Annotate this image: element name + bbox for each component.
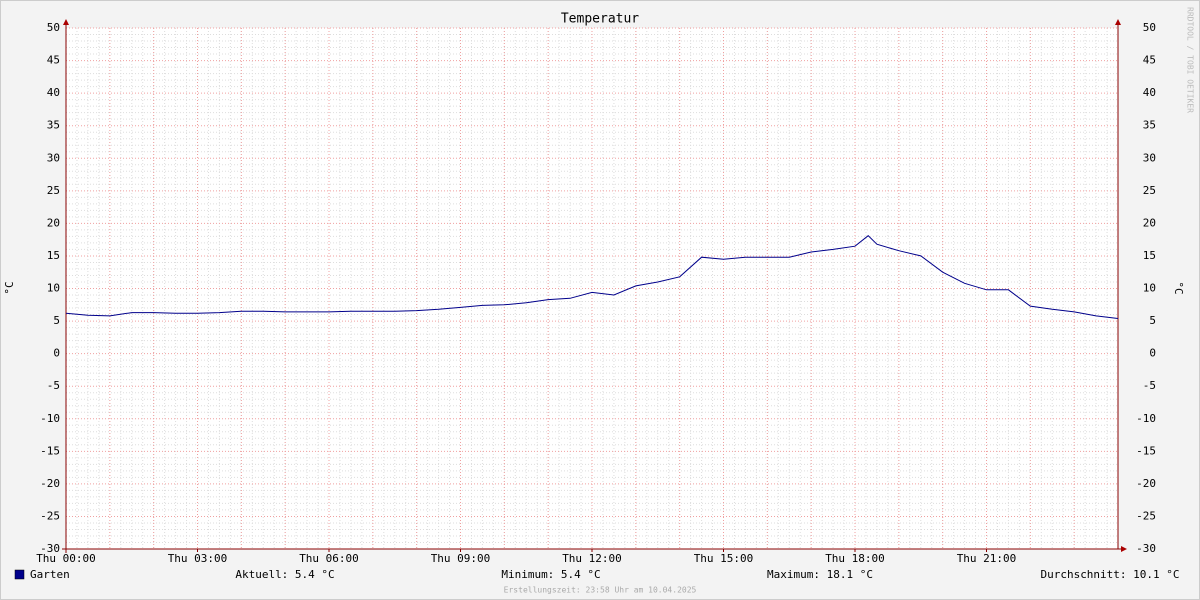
y2-tick-label: -25 [1136, 509, 1156, 522]
y2-tick-label: 20 [1143, 216, 1156, 229]
y2-tick-label: 45 [1143, 54, 1156, 67]
y2-tick-label: -15 [1136, 444, 1156, 457]
y-tick-label: -10 [40, 412, 60, 425]
y2-tick-label: -10 [1136, 412, 1156, 425]
stat-label: Aktuell: 5.4 °C [235, 568, 334, 581]
grid [65, 27, 1119, 550]
y-tick-label: 15 [47, 249, 60, 262]
y-tick-label: 35 [47, 119, 60, 132]
y2-tick-label: -5 [1143, 379, 1156, 392]
y2-tick-label: 35 [1143, 119, 1156, 132]
y2-tick-label: 50 [1143, 21, 1156, 34]
chart-title: Temperatur [561, 12, 639, 27]
stat-label: Durchschnitt: 10.1 °C [1040, 568, 1179, 581]
y2-tick-label: 0 [1149, 347, 1156, 360]
x-tick-label: Thu 00:00 [36, 552, 96, 565]
footnote: Erstellungszeit: 23:58 Uhr am 10.04.2025 [504, 586, 697, 595]
y-tick-label: -15 [40, 444, 60, 457]
y-tick-label: 25 [47, 184, 60, 197]
data-line [65, 235, 1119, 319]
y-tick-label: 30 [47, 151, 60, 164]
y2-axis-label: °C [1172, 281, 1185, 294]
y-tick-label: -20 [40, 477, 60, 490]
y-tick-label: 0 [53, 347, 60, 360]
x-tick-label: Thu 21:00 [957, 552, 1017, 565]
x-tick-label: Thu 03:00 [168, 552, 228, 565]
axis-arrow [63, 19, 69, 25]
y-tick-label: 40 [47, 86, 60, 99]
y2-tick-label: 5 [1149, 314, 1156, 327]
y2-tick-label: -30 [1136, 542, 1156, 555]
x-tick-label: Thu 09:00 [431, 552, 491, 565]
watermark: RRDTOOL / TOBI OETIKER [1186, 7, 1195, 113]
legend-label: Garten [30, 568, 70, 581]
y-tick-label: 20 [47, 216, 60, 229]
y-tick-label: -25 [40, 509, 60, 522]
y-tick-label: 10 [47, 282, 60, 295]
y2-tick-label: 25 [1143, 184, 1156, 197]
y2-tick-label: 30 [1143, 151, 1156, 164]
y-tick-label: 50 [47, 21, 60, 34]
x-tick-label: Thu 12:00 [562, 552, 622, 565]
x-tick-label: Thu 18:00 [825, 552, 885, 565]
y2-tick-label: 10 [1143, 282, 1156, 295]
axis-arrow [1115, 19, 1121, 25]
y2-tick-label: -20 [1136, 477, 1156, 490]
y-tick-label: 45 [47, 54, 60, 67]
y-axis-label: °C [3, 281, 16, 294]
y-tick-label: -5 [47, 379, 60, 392]
y-tick-label: 5 [53, 314, 60, 327]
y2-tick-label: 15 [1143, 249, 1156, 262]
legend-swatch [14, 569, 25, 580]
stat-label: Minimum: 5.4 °C [501, 568, 600, 581]
x-tick-label: Thu 15:00 [694, 552, 754, 565]
y-tick-label: -30 [40, 542, 60, 555]
y2-tick-label: 40 [1143, 86, 1156, 99]
x-tick-label: Thu 06:00 [299, 552, 359, 565]
stat-label: Maximum: 18.1 °C [767, 568, 873, 581]
axis-arrow [1121, 546, 1127, 552]
